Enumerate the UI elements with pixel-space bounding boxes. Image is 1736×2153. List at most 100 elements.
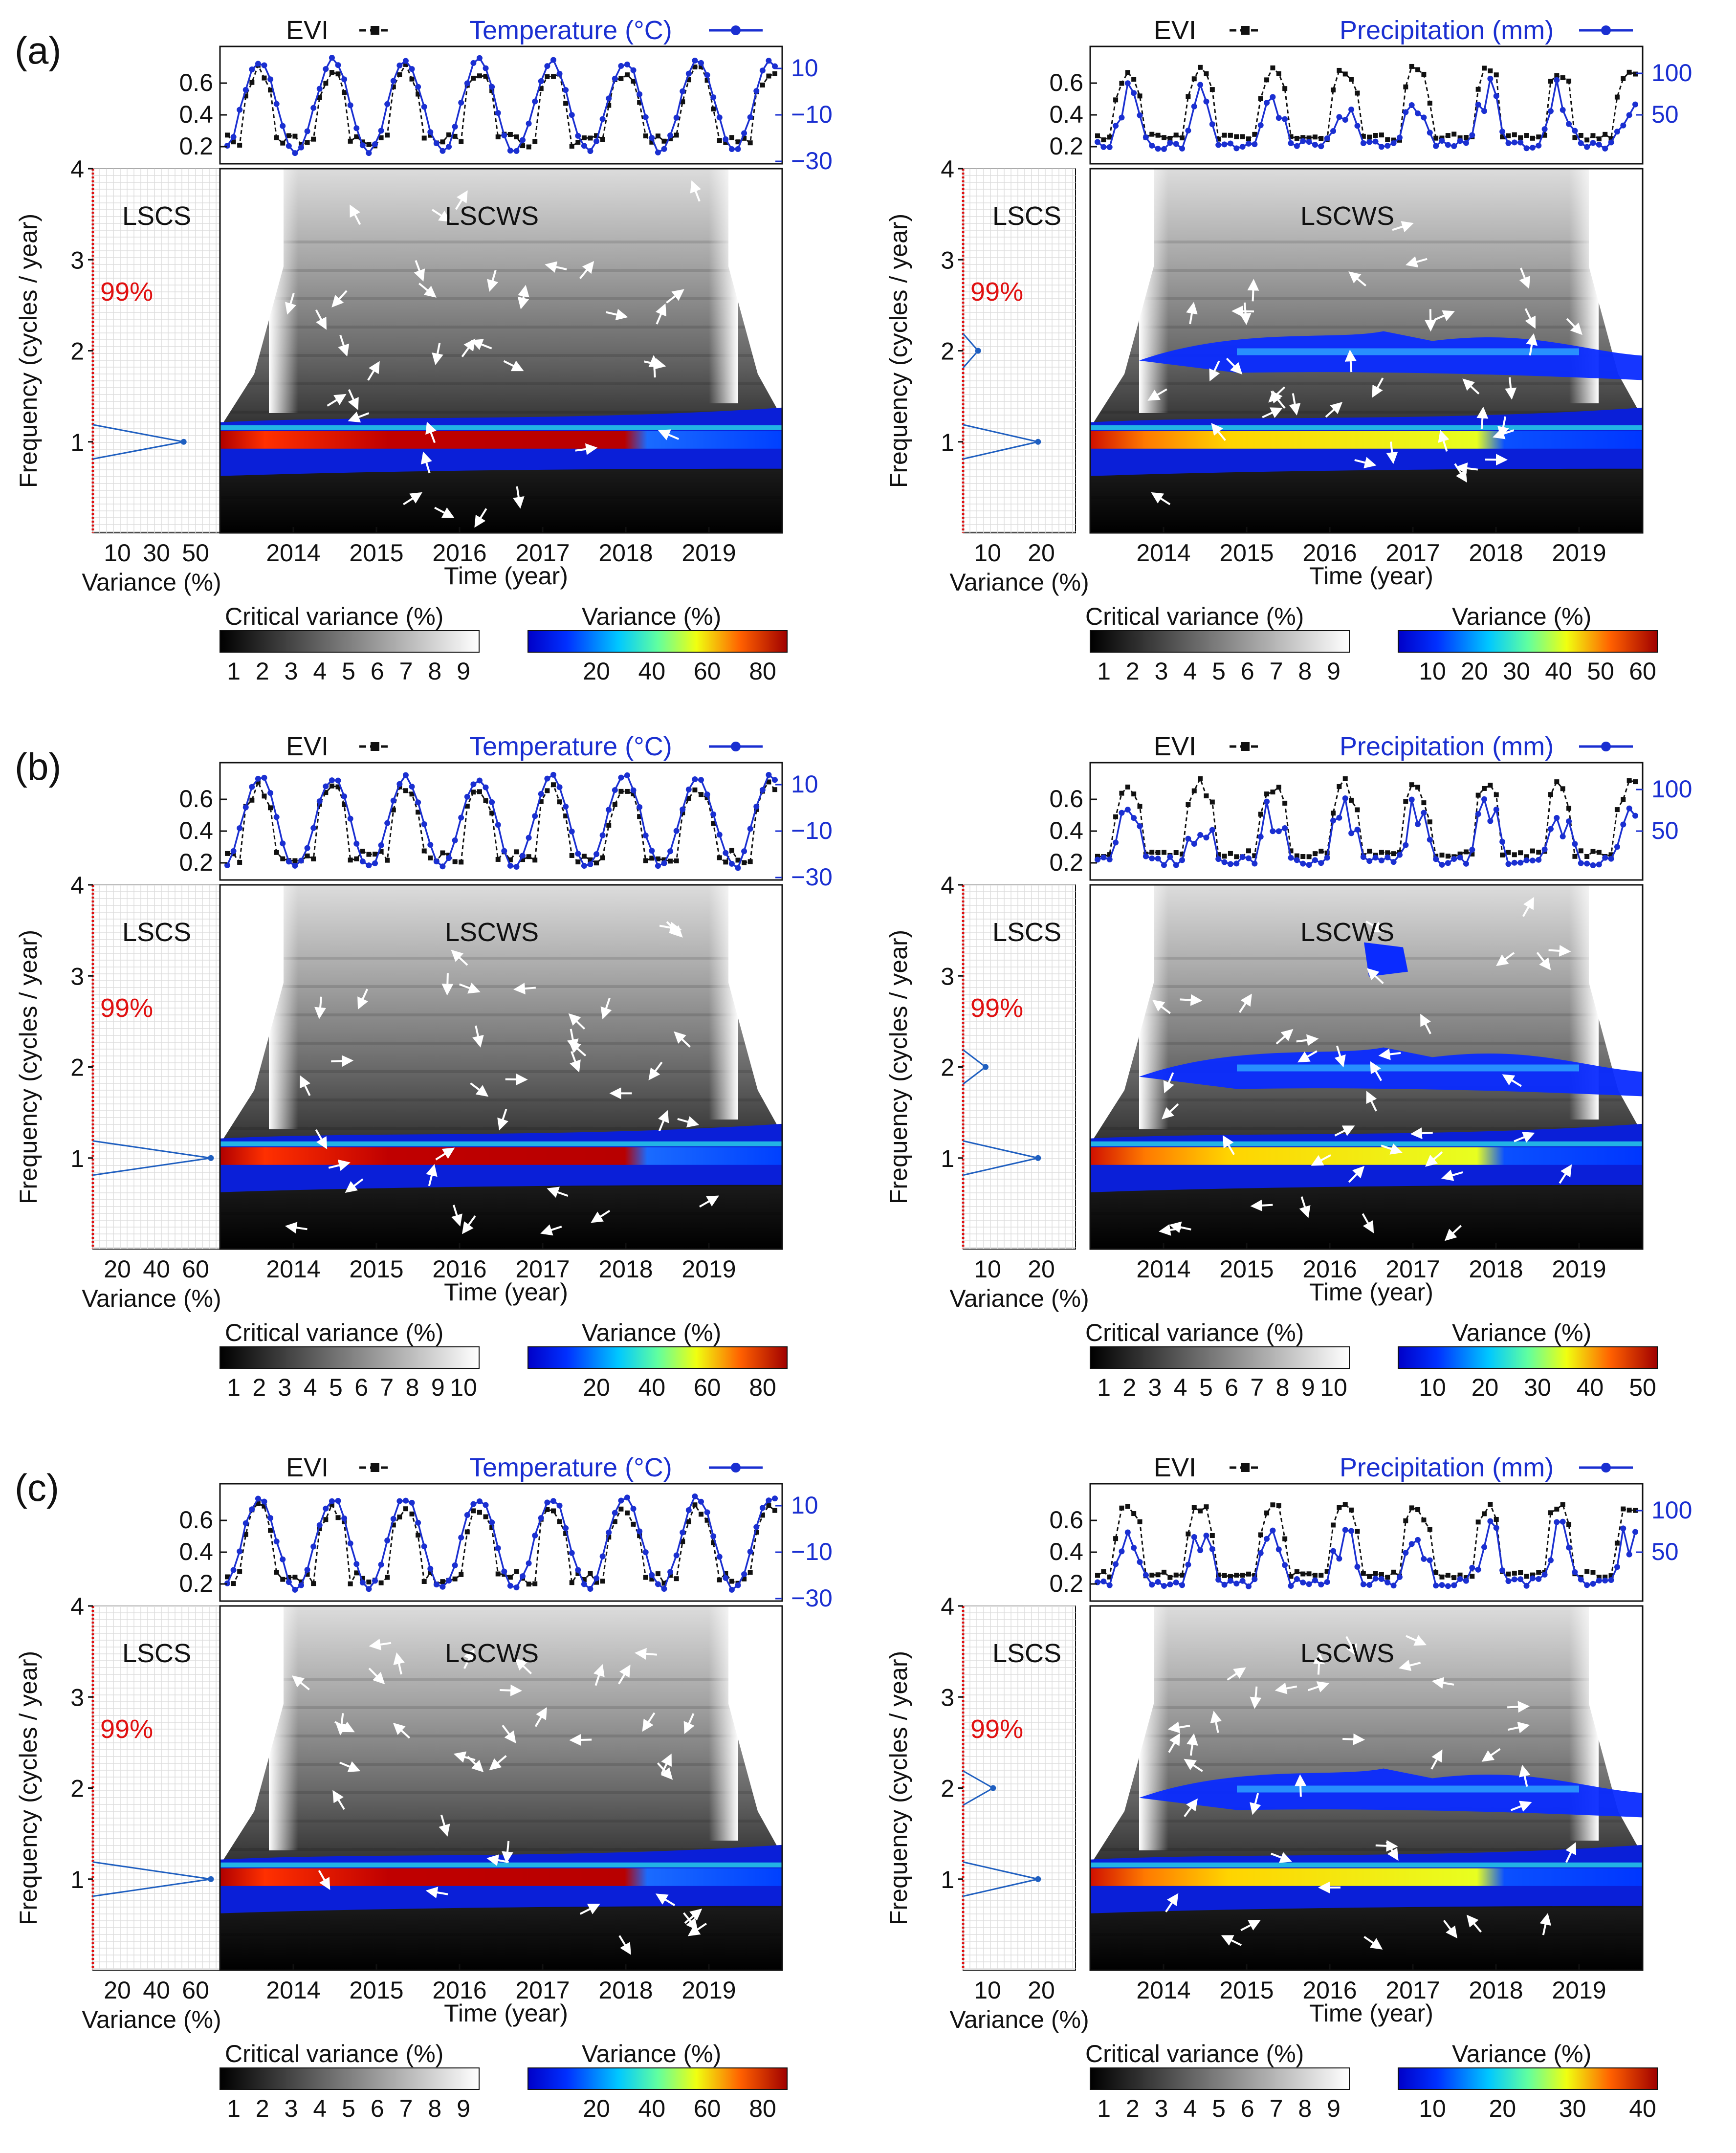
evi-point	[477, 789, 482, 794]
climate-point	[347, 1540, 353, 1547]
climate-point	[1191, 103, 1197, 110]
phase-arrow	[540, 1224, 562, 1236]
phase-arrow	[658, 429, 680, 440]
evi-point	[1342, 1502, 1348, 1507]
climate-point	[759, 67, 766, 74]
climate-point	[1203, 98, 1209, 105]
climate-point	[1403, 1550, 1409, 1556]
climate-point	[1191, 841, 1197, 847]
phase-arrow	[1313, 1652, 1325, 1675]
critical-colorbar-title: Critical variance (%)	[225, 2040, 443, 2067]
phase-arrow	[1295, 1774, 1307, 1797]
critical-colorbar-tick: 9	[1327, 658, 1340, 685]
climate-point	[1252, 1576, 1258, 1582]
evi-point	[692, 64, 698, 69]
cone-left	[1090, 169, 1154, 428]
evi-point	[1222, 854, 1227, 859]
climate-point	[1124, 807, 1131, 813]
climate-point	[1439, 1582, 1445, 1588]
climate-point	[753, 88, 760, 94]
lscws-frame	[219, 884, 783, 1250]
evi-point	[1621, 76, 1626, 81]
annual-band-core	[1090, 1868, 1643, 1886]
evi-point	[563, 1531, 569, 1536]
evi-point	[1306, 1571, 1312, 1577]
evi-point	[274, 850, 279, 855]
evi-point	[1155, 1572, 1161, 1578]
critical-colorbar-tick: 3	[1155, 2095, 1168, 2122]
evi-point	[1119, 81, 1124, 86]
climate-point	[446, 1578, 452, 1584]
evi-point	[1367, 849, 1372, 854]
variance-colorbar-tick: 80	[749, 2095, 776, 2122]
panel-a-left: EVI Temperature (°C)0.20.40.610−10−30LSCS…	[15, 16, 833, 685]
evi-point	[575, 859, 581, 865]
evi-point	[637, 100, 642, 105]
climate-point	[1330, 128, 1337, 134]
evi-point	[1415, 1507, 1421, 1512]
evi-point	[1445, 854, 1450, 859]
evi-point	[588, 857, 593, 862]
climate-point	[1288, 855, 1294, 861]
climate-point	[335, 1498, 341, 1504]
climate-point	[538, 78, 544, 84]
climate-point	[273, 101, 280, 107]
evi-point	[1470, 851, 1475, 857]
evi-point	[348, 138, 353, 144]
critical-colorbar-title: Critical variance (%)	[1085, 1319, 1304, 1346]
freq-tick-label: 1	[70, 1145, 84, 1172]
evi-point	[1186, 1531, 1191, 1537]
phase-arrow	[515, 1658, 532, 1674]
evi-point	[385, 132, 390, 138]
climate-point	[384, 820, 391, 826]
evi-point	[1590, 133, 1596, 138]
evi-point	[1252, 132, 1257, 137]
climate-point	[1415, 821, 1421, 827]
lscws-heatmap: LSCWS	[1089, 1605, 1644, 1971]
lscs-label: LSCS	[122, 201, 191, 231]
climate-point	[581, 862, 587, 869]
evi-point	[1409, 1505, 1414, 1511]
cone-right	[728, 885, 782, 1134]
evi-point	[1113, 97, 1119, 103]
climate-point	[249, 784, 255, 790]
variance-colorbar-tick: 10	[1419, 2095, 1446, 2122]
evi-point	[255, 779, 261, 785]
row-label: (b)	[15, 745, 61, 788]
evi-tick-label: 0.4	[1049, 817, 1083, 844]
evi-point	[698, 792, 703, 797]
evi-point	[1626, 1507, 1632, 1513]
time-tick-label: 2018	[1469, 1977, 1523, 2004]
time-tick-label: 2014	[1136, 539, 1190, 567]
climate-point	[1523, 857, 1530, 863]
confidence-label: 99%	[100, 993, 153, 1023]
evi-point	[1276, 1503, 1281, 1508]
climate-point	[1330, 1548, 1337, 1554]
climate-point	[1100, 144, 1107, 150]
evi-point	[342, 802, 347, 807]
evi-point	[397, 1515, 402, 1520]
climate-point	[1626, 112, 1632, 118]
climate-point	[1541, 126, 1548, 132]
evi-point	[1180, 852, 1185, 857]
evi-point	[464, 803, 470, 809]
evi-point	[766, 73, 771, 79]
evi-point	[1530, 848, 1535, 854]
evi-point	[772, 71, 777, 76]
annual-band-edge	[1090, 1141, 1643, 1146]
evi-point	[292, 1575, 298, 1580]
evi-point	[1209, 799, 1215, 805]
climate-point	[255, 775, 261, 782]
evi-point	[280, 1577, 286, 1582]
evi-point	[471, 1508, 476, 1514]
variance-colorbar-tick: 10	[1419, 658, 1446, 685]
evi-point	[760, 82, 765, 88]
evi-point	[772, 1508, 777, 1513]
phase-arrow	[575, 443, 598, 455]
evi-point	[1536, 134, 1541, 140]
climate-point	[747, 1549, 753, 1555]
annual-band-core	[1090, 431, 1643, 449]
critical-colorbar-tick: 7	[1270, 658, 1283, 685]
climate-point	[520, 1573, 526, 1580]
